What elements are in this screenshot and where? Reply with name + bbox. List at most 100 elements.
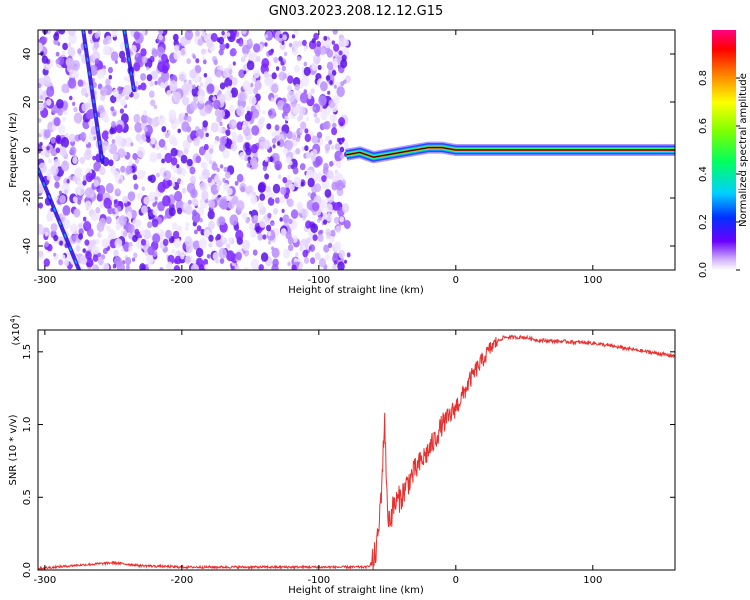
noise-blob bbox=[197, 38, 204, 46]
noise-blob bbox=[195, 128, 204, 140]
noise-blob bbox=[183, 148, 189, 155]
noise-blob bbox=[259, 193, 266, 201]
noise-blob bbox=[218, 247, 227, 259]
noise-blob bbox=[164, 132, 170, 139]
noise-blob bbox=[289, 160, 293, 166]
noise-blob bbox=[274, 160, 283, 171]
noise-blob bbox=[157, 30, 164, 35]
noise-blob bbox=[320, 81, 328, 92]
noise-blob bbox=[314, 116, 320, 124]
noise-blob bbox=[172, 182, 176, 187]
noise-blob bbox=[55, 147, 61, 154]
noise-blob bbox=[53, 252, 57, 257]
noise-blob bbox=[301, 208, 309, 218]
noise-blob bbox=[210, 32, 218, 42]
noise-blob bbox=[227, 200, 235, 210]
noise-blob bbox=[192, 240, 201, 250]
noise-blob bbox=[336, 86, 345, 98]
noise-blob bbox=[263, 267, 268, 270]
noise-blob bbox=[218, 216, 226, 226]
noise-blob bbox=[133, 62, 141, 72]
noise-blob bbox=[81, 103, 88, 112]
noise-blob bbox=[327, 170, 334, 180]
noise-blob bbox=[38, 250, 44, 258]
noise-blob bbox=[127, 223, 135, 234]
noise-blob bbox=[108, 143, 118, 155]
noise-blob bbox=[111, 121, 116, 128]
noise-blob bbox=[38, 184, 45, 194]
noise-blob bbox=[293, 257, 298, 263]
noise-blob bbox=[160, 82, 165, 88]
noise-blob bbox=[150, 70, 159, 80]
noise-blob bbox=[50, 148, 58, 157]
noise-blob bbox=[96, 69, 105, 79]
noise-blob bbox=[250, 144, 258, 154]
noise-blob bbox=[171, 222, 178, 230]
noise-blob bbox=[83, 149, 92, 161]
noise-blob bbox=[325, 228, 332, 236]
noise-blob bbox=[236, 134, 244, 143]
noise-blob bbox=[236, 173, 244, 183]
noise-blob bbox=[334, 172, 342, 181]
noise-blob bbox=[95, 238, 100, 245]
noise-blob bbox=[38, 103, 44, 112]
spectrogram-xtick-label: 0 bbox=[453, 275, 459, 286]
noise-blob bbox=[211, 162, 218, 171]
noise-blob bbox=[312, 103, 321, 113]
noise-blob bbox=[140, 48, 147, 57]
noise-blob bbox=[174, 190, 183, 202]
noise-blob bbox=[212, 96, 217, 102]
noise-blob bbox=[331, 145, 335, 150]
noise-blob bbox=[247, 38, 253, 45]
noise-blob bbox=[293, 30, 299, 36]
noise-blob bbox=[159, 267, 164, 270]
noise-blob bbox=[163, 145, 167, 150]
snr-ytick-label: 0.0 bbox=[22, 562, 33, 578]
noise-blob bbox=[229, 48, 236, 57]
noise-blob bbox=[130, 44, 137, 53]
noise-blob bbox=[323, 244, 330, 253]
noise-blob bbox=[114, 135, 123, 146]
noise-blob bbox=[180, 154, 188, 164]
noise-blob bbox=[161, 126, 167, 133]
noise-blob bbox=[302, 39, 307, 47]
noise-blob bbox=[303, 46, 308, 52]
snr-y-label: SNR (10 * v/v) bbox=[8, 414, 19, 485]
noise-blob bbox=[225, 43, 230, 49]
noise-blob bbox=[64, 132, 69, 138]
noise-blob bbox=[79, 255, 88, 265]
noise-blob bbox=[327, 90, 331, 95]
noise-blob bbox=[226, 85, 232, 93]
noise-blob bbox=[66, 88, 70, 93]
noise-blob bbox=[193, 137, 200, 147]
noise-blob bbox=[286, 140, 294, 150]
noise-blob bbox=[147, 221, 153, 229]
noise-blob bbox=[183, 141, 191, 150]
noise-blob bbox=[121, 113, 129, 124]
noise-blob bbox=[334, 143, 341, 151]
noise-blob bbox=[332, 263, 337, 270]
noise-blob bbox=[92, 264, 99, 270]
noise-blob bbox=[271, 247, 280, 258]
snr-xtick-label: 0 bbox=[453, 575, 459, 586]
noise-blob bbox=[280, 186, 287, 195]
noise-blob bbox=[151, 218, 159, 228]
noise-blob bbox=[301, 76, 310, 87]
noise-blob bbox=[85, 172, 94, 183]
noise-blob bbox=[181, 96, 190, 106]
noise-blob bbox=[203, 258, 209, 266]
noise-blob bbox=[339, 146, 345, 153]
noise-blob bbox=[97, 104, 105, 114]
noise-blob bbox=[273, 56, 279, 64]
noise-blob bbox=[312, 54, 321, 65]
noise-blob bbox=[133, 183, 139, 190]
snr-series bbox=[38, 334, 675, 570]
noise-blob bbox=[145, 116, 151, 122]
noise-blob bbox=[136, 146, 146, 158]
signal-track bbox=[345, 141, 675, 164]
noise-blob bbox=[149, 152, 158, 163]
noise-blob bbox=[219, 65, 224, 71]
noise-blob bbox=[172, 91, 182, 103]
noise-blob bbox=[245, 218, 250, 224]
noise-blob bbox=[79, 156, 86, 165]
